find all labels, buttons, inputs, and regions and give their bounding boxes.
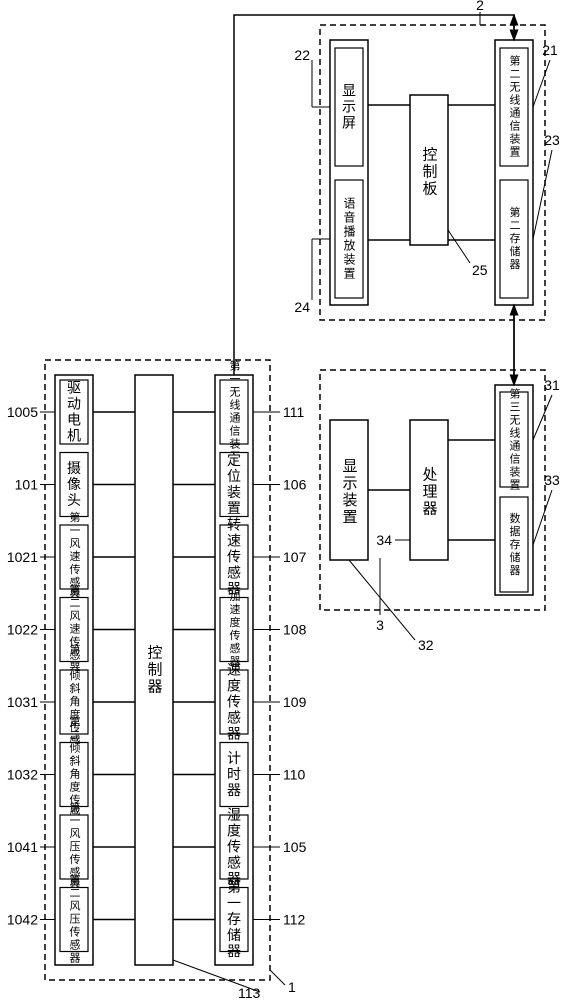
ref-23: 23 — [544, 132, 560, 148]
m1-right-label-4: 速度传感器 — [226, 662, 242, 742]
m1-right-label-5: 计时器 — [226, 751, 242, 799]
ref-1041: 1041 — [7, 839, 38, 855]
ref-113: 113 — [238, 985, 261, 1000]
control-board-label: 控制板 — [421, 147, 438, 198]
processor-label: 处理器 — [421, 467, 438, 518]
ref-1042: 1042 — [7, 912, 38, 928]
ref-2: 2 — [476, 0, 484, 13]
ref-1021: 1021 — [7, 549, 38, 565]
m1-right-label-3: 加速度传感器 — [228, 590, 241, 668]
ref-106: 106 — [283, 477, 307, 493]
ref-33: 33 — [544, 472, 560, 488]
m1-right-label-7: 第一存储器 — [226, 879, 242, 960]
ref-1022: 1022 — [7, 622, 38, 638]
ref-101: 101 — [15, 477, 39, 493]
ref-107: 107 — [283, 549, 307, 565]
m2-right-label-1: 第二存储器 — [508, 205, 521, 271]
controller-label: 控制器 — [146, 645, 163, 696]
system-block-diagram: 驱动电机摄像头第一风速传感器第二风速传感器第一倾斜角度传感器第二倾斜角度传感器第… — [0, 0, 567, 1000]
module-1-right-col: 第一无线通信装置定位装置转速传感器加速度传感器速度传感器计时器湿度传感器第一存储… — [215, 359, 253, 965]
module-1-left-col: 驱动电机摄像头第一风速传感器第二风速传感器第一倾斜角度传感器第二倾斜角度传感器第… — [55, 375, 93, 965]
ref-1005: 1005 — [7, 404, 38, 420]
m1-right-label-1: 定位装置 — [226, 453, 242, 517]
ref-1032: 1032 — [7, 767, 38, 783]
ref-111: 111 — [283, 404, 304, 420]
ref-21: 21 — [542, 42, 558, 58]
m2-right-label-0: 第二无线通信装置 — [508, 54, 521, 159]
m2-left-label-1: 语音播放装置 — [342, 197, 356, 281]
ref-3: 3 — [376, 617, 384, 633]
link-m1-m2 — [234, 15, 514, 375]
ref-32: 32 — [418, 637, 434, 653]
display-device-label: 显示装置 — [341, 458, 358, 526]
m3-right-label-0: 第三无线通信装置 — [508, 387, 521, 492]
ref-25: 25 — [472, 262, 488, 278]
ref-34: 34 — [376, 532, 392, 548]
m1-left-label-0: 驱动电机 — [66, 380, 82, 444]
ref-22: 22 — [294, 47, 310, 63]
ref-110: 110 — [283, 767, 306, 783]
ref-24: 24 — [294, 299, 310, 315]
ref-108: 108 — [283, 622, 307, 638]
ref-31: 31 — [544, 377, 560, 393]
ref-105: 105 — [283, 839, 307, 855]
ref-112: 112 — [283, 912, 306, 928]
m2-left-label-0: 显示屏 — [341, 83, 357, 131]
ref-1031: 1031 — [7, 694, 38, 710]
ref-1: 1 — [288, 979, 296, 995]
m1-right-label-6: 湿度传感器 — [226, 807, 242, 887]
m1-left-label-7: 第二风压传感器 — [68, 873, 81, 965]
m3-right-label-1: 数据存储器 — [508, 512, 521, 577]
ref-109: 109 — [283, 694, 307, 710]
m1-right-label-2: 转速传感器 — [226, 517, 242, 597]
m1-left-label-1: 摄像头 — [66, 461, 82, 509]
